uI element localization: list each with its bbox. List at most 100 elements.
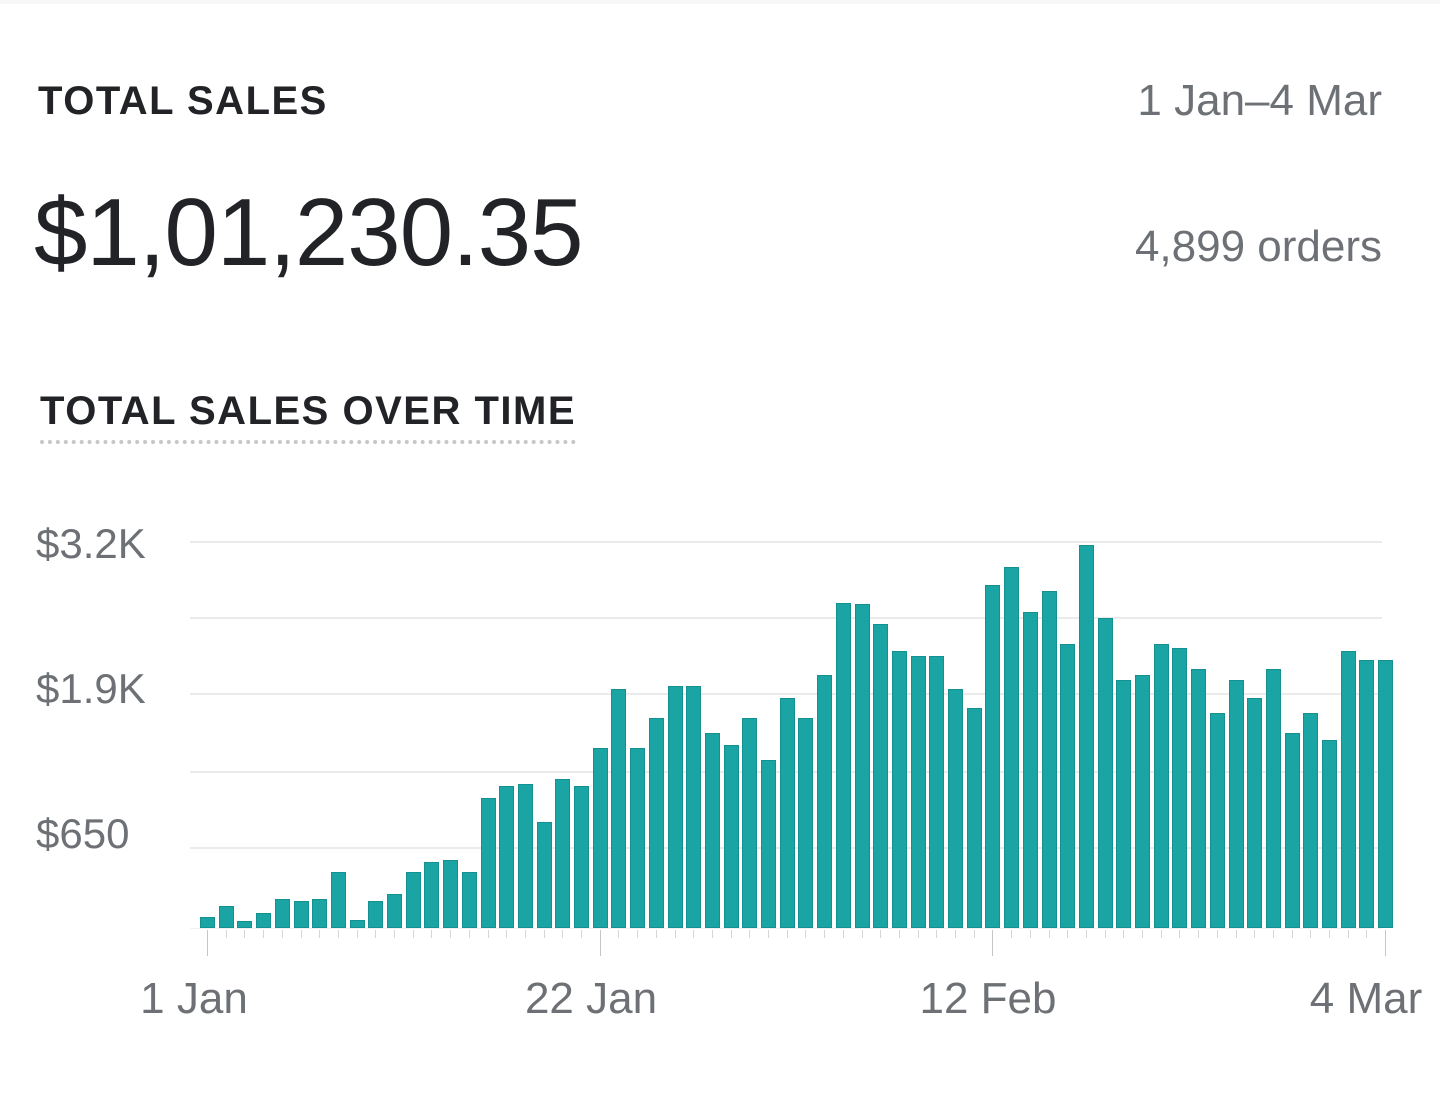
bar-1-feb[interactable] bbox=[779, 698, 795, 928]
x-axis-tick bbox=[1216, 930, 1218, 938]
bar-4-feb[interactable] bbox=[835, 602, 851, 928]
chart-title[interactable]: TOTAL SALES OVER TIME bbox=[40, 388, 576, 444]
bar-16-feb[interactable] bbox=[1060, 643, 1076, 928]
date-range[interactable]: 1 Jan–4 Mar bbox=[1137, 76, 1382, 125]
bar-8-feb[interactable] bbox=[910, 655, 926, 928]
gridline bbox=[190, 693, 1382, 695]
bar-7-jan[interactable] bbox=[312, 899, 328, 928]
x-axis-tick bbox=[842, 930, 844, 938]
bar-27-jan[interactable] bbox=[686, 686, 702, 928]
bar-25-feb[interactable] bbox=[1228, 679, 1244, 928]
bar-7-feb[interactable] bbox=[891, 650, 907, 928]
total-sales-value: $1,01,230.35 bbox=[34, 179, 584, 286]
bar-8-jan[interactable] bbox=[330, 872, 346, 928]
bar-20-feb[interactable] bbox=[1135, 675, 1150, 928]
bar-4-jan[interactable] bbox=[256, 913, 272, 928]
bar-29-jan[interactable] bbox=[723, 745, 739, 928]
x-axis-major-tick bbox=[1385, 930, 1387, 956]
bar-2-mar[interactable] bbox=[1340, 651, 1356, 928]
x-axis-tick bbox=[543, 930, 545, 938]
bar-31-jan[interactable] bbox=[761, 759, 776, 928]
x-axis-tick bbox=[768, 930, 769, 938]
bar-2-feb[interactable] bbox=[798, 718, 814, 928]
bar-1-mar[interactable] bbox=[1322, 740, 1337, 928]
bar-4-mar[interactable] bbox=[1378, 660, 1394, 928]
x-axis-major-tick bbox=[207, 930, 208, 956]
bar-19-feb[interactable] bbox=[1116, 679, 1132, 928]
bar-29-feb[interactable] bbox=[1303, 713, 1319, 928]
x-axis-tick bbox=[1048, 930, 1050, 938]
x-axis-tick bbox=[1291, 930, 1293, 938]
bar-5-jan[interactable] bbox=[274, 899, 290, 928]
x-axis-tick bbox=[337, 930, 339, 938]
x-axis-tick bbox=[1310, 930, 1312, 938]
bar-6-feb[interactable] bbox=[873, 623, 889, 928]
bar-19-jan[interactable] bbox=[536, 822, 552, 928]
bar-3-mar[interactable] bbox=[1359, 660, 1375, 928]
bar-3-feb[interactable] bbox=[817, 675, 833, 928]
x-axis-tick bbox=[898, 930, 900, 938]
x-axis-tick bbox=[1085, 930, 1087, 938]
bar-23-feb[interactable] bbox=[1191, 669, 1207, 928]
x-axis-tick bbox=[524, 930, 526, 938]
bar-15-feb[interactable] bbox=[1041, 590, 1057, 928]
bar-2-jan[interactable] bbox=[218, 906, 234, 928]
bar-14-feb[interactable] bbox=[1022, 611, 1038, 928]
bar-28-jan[interactable] bbox=[704, 733, 720, 928]
bar-16-jan[interactable] bbox=[480, 798, 496, 928]
bar-20-jan[interactable] bbox=[555, 779, 571, 928]
bar-9-feb[interactable] bbox=[929, 655, 945, 928]
bar-17-feb[interactable] bbox=[1078, 544, 1094, 928]
x-axis-tick bbox=[1123, 930, 1125, 938]
bar-10-feb[interactable] bbox=[948, 689, 963, 928]
x-axis-label-22-jan: 22 Jan bbox=[524, 974, 658, 1023]
bar-11-jan[interactable] bbox=[387, 894, 402, 928]
bar-27-feb[interactable] bbox=[1265, 669, 1281, 928]
bar-12-jan[interactable] bbox=[405, 872, 421, 928]
bar-23-jan[interactable] bbox=[611, 689, 627, 928]
x-axis-tick bbox=[244, 930, 246, 938]
bar-24-jan[interactable] bbox=[630, 747, 646, 928]
bar-26-feb[interactable] bbox=[1247, 698, 1263, 928]
x-axis-tick bbox=[805, 930, 807, 938]
bar-3-jan[interactable] bbox=[237, 920, 253, 928]
bar-6-jan[interactable] bbox=[293, 900, 309, 928]
bar-14-jan[interactable] bbox=[443, 860, 459, 928]
bar-18-jan[interactable] bbox=[517, 784, 533, 928]
bar-24-feb[interactable] bbox=[1209, 713, 1225, 928]
x-axis-tick bbox=[861, 930, 863, 938]
x-axis-tick bbox=[319, 930, 321, 938]
x-axis-tick bbox=[711, 930, 713, 938]
bar-21-feb[interactable] bbox=[1153, 643, 1169, 928]
bar-22-jan[interactable] bbox=[592, 747, 608, 928]
x-axis-tick bbox=[1160, 930, 1162, 938]
bar-13-feb[interactable] bbox=[1004, 566, 1020, 928]
bar-21-jan[interactable] bbox=[574, 786, 589, 928]
bar-5-feb[interactable] bbox=[854, 604, 870, 928]
bar-28-feb[interactable] bbox=[1284, 733, 1300, 928]
x-axis-major-tick bbox=[599, 930, 601, 956]
bar-13-jan[interactable] bbox=[424, 861, 440, 928]
bar-1-jan[interactable] bbox=[200, 917, 215, 928]
order-count: 4,899 orders bbox=[1134, 222, 1382, 271]
bar-22-feb[interactable] bbox=[1172, 647, 1188, 928]
bar-12-feb[interactable] bbox=[985, 584, 1001, 928]
x-axis-tick bbox=[1142, 930, 1143, 938]
x-axis-tick bbox=[281, 930, 283, 938]
bar-10-jan[interactable] bbox=[368, 900, 384, 928]
bar-17-jan[interactable] bbox=[499, 786, 515, 928]
bar-9-jan[interactable] bbox=[349, 920, 365, 928]
bar-11-feb[interactable] bbox=[966, 708, 982, 928]
gridline bbox=[190, 617, 1382, 619]
x-axis-tick bbox=[824, 930, 826, 938]
x-axis-major-tick bbox=[992, 930, 994, 956]
bar-18-feb[interactable] bbox=[1097, 617, 1113, 928]
y-axis-label-1900: $1.9K bbox=[36, 665, 146, 712]
bar-25-jan[interactable] bbox=[648, 718, 664, 928]
x-axis-tick bbox=[1272, 930, 1274, 938]
bar-26-jan[interactable] bbox=[667, 686, 683, 928]
x-axis-tick bbox=[936, 930, 938, 938]
bar-30-jan[interactable] bbox=[742, 718, 758, 928]
bar-15-jan[interactable] bbox=[461, 872, 477, 928]
